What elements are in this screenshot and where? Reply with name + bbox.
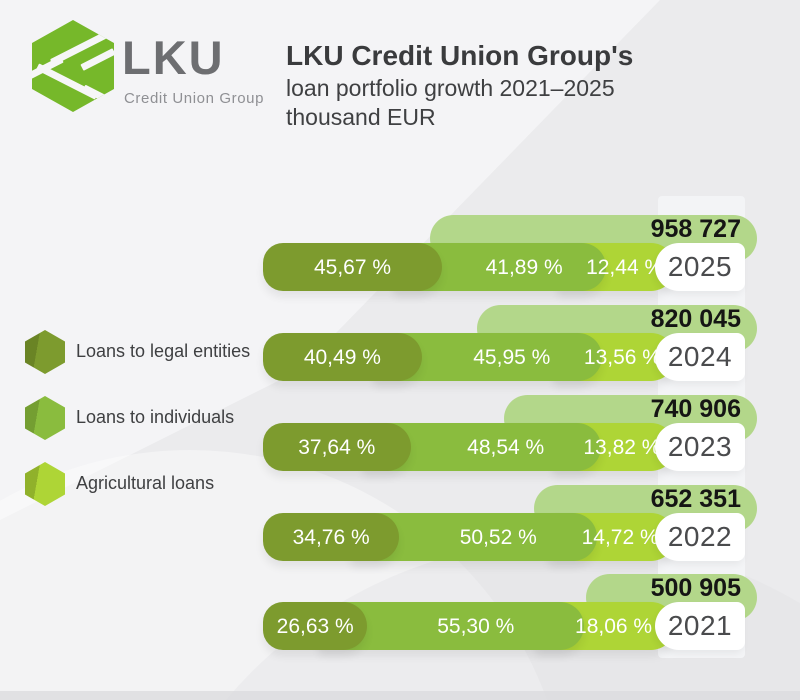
percent-agricultural: 13,82 % (583, 436, 661, 459)
percent-agricultural: 14,72 % (581, 526, 659, 549)
year-label: 2024 (667, 341, 733, 372)
logo-wordmark: LKU (122, 31, 225, 84)
year-label: 2022 (667, 521, 733, 552)
segment-legal (263, 333, 422, 381)
segment-legal (263, 423, 411, 471)
percent-legal: 34,76 % (292, 526, 370, 549)
percent-legal: 45,67 % (313, 256, 392, 279)
legend: Loans to legal entities Loans to individ… (25, 330, 250, 528)
legend-item-individuals: Loans to individuals (25, 396, 250, 440)
bar-row-2022: 652 351 34,76 % 50,52 % 14,72 % 2022 (263, 485, 757, 561)
legend-hexagon-icon (25, 462, 65, 506)
percent-legal: 40,49 % (303, 346, 381, 369)
total-value: 740 906 (650, 395, 741, 423)
year-label: 2025 (667, 251, 733, 282)
bar-row-2023: 740 906 37,64 % 48,54 % 13,82 % 2023 (263, 395, 757, 471)
logo-facet-line (80, 48, 114, 71)
legend-label: Loans to individuals (76, 407, 235, 428)
bar-chart: 958 727 45,67 % 41,89 % 12,44 % 2025 820… (263, 0, 757, 700)
percent-individuals: 55,30 % (437, 615, 515, 638)
year-pill: 2023 (655, 423, 745, 471)
percent-legal: 37,64 % (298, 436, 376, 459)
percent-individuals: 45,95 % (473, 346, 551, 369)
percent-legal: 26,63 % (276, 615, 354, 638)
bar-row-2024: 820 045 40,49 % 45,95 % 13,56 % 2024 (263, 305, 757, 381)
percent-agricultural: 13,56 % (583, 346, 661, 369)
legend-label: Agricultural loans (76, 473, 215, 494)
legend-hexagon-icon (25, 330, 65, 374)
title-line-3: thousand EUR (286, 104, 436, 131)
segment-legal (263, 513, 400, 561)
title-line-2: loan portfolio growth 2021–2025 (286, 74, 615, 101)
legend-label: Loans to legal entities (76, 341, 251, 362)
percent-individuals: 41,89 % (485, 256, 563, 279)
legend-item-agricultural: Agricultural loans (25, 462, 250, 506)
legend-hexagon-icon (25, 396, 65, 440)
year-pill: 2025 (655, 243, 745, 291)
background-bottom-strip (0, 691, 800, 700)
logo-subtitle: Credit Union Group (124, 90, 265, 107)
percent-agricultural: 18,06 % (575, 615, 653, 638)
percent-agricultural: 12,44 % (586, 256, 664, 279)
percent-individuals: 50,52 % (459, 526, 537, 549)
year-label: 2021 (667, 610, 733, 641)
year-label: 2023 (667, 431, 733, 462)
total-value: 652 351 (650, 485, 741, 513)
bar-row-2025: 958 727 45,67 % 41,89 % 12,44 % 2025 (263, 215, 757, 291)
year-pill: 2024 (655, 333, 745, 381)
bar-row-2021: 500 905 26,63 % 55,30 % 18,06 % 2021 (263, 574, 757, 650)
segment-legal (263, 602, 368, 650)
total-value: 820 045 (650, 305, 741, 333)
title-line-1: LKU Credit Union Group's (286, 40, 634, 71)
year-pill: 2021 (655, 602, 745, 650)
total-value: 500 905 (650, 574, 741, 602)
total-value: 958 727 (650, 215, 741, 243)
percent-individuals: 48,54 % (467, 436, 545, 459)
year-pill: 2022 (655, 513, 745, 561)
segment-legal (263, 243, 443, 291)
chart-title-block: LKU Credit Union Group's loan portfolio … (286, 38, 633, 133)
legend-item-legal-entities: Loans to legal entities (25, 330, 250, 374)
